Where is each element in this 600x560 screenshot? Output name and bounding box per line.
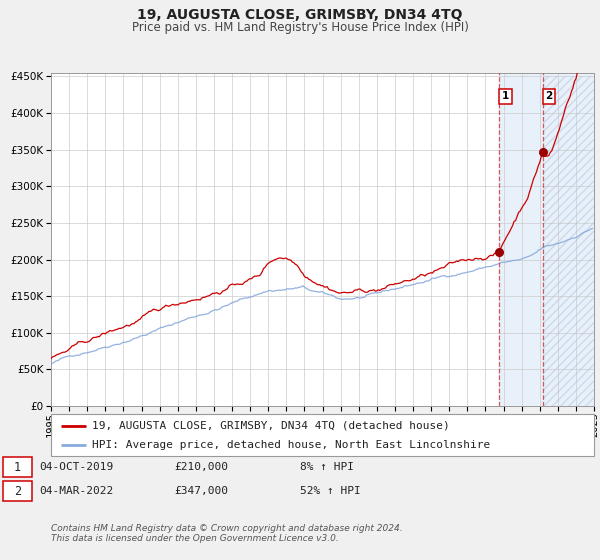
Text: Price paid vs. HM Land Registry's House Price Index (HPI): Price paid vs. HM Land Registry's House …	[131, 21, 469, 34]
Text: £210,000: £210,000	[174, 462, 228, 472]
Text: 2: 2	[14, 484, 21, 498]
Text: 52% ↑ HPI: 52% ↑ HPI	[300, 486, 361, 496]
Text: Contains HM Land Registry data © Crown copyright and database right 2024.: Contains HM Land Registry data © Crown c…	[51, 524, 403, 533]
Text: This data is licensed under the Open Government Licence v3.0.: This data is licensed under the Open Gov…	[51, 534, 339, 543]
Text: 1: 1	[502, 91, 509, 101]
FancyBboxPatch shape	[51, 414, 594, 456]
Text: 2: 2	[545, 91, 553, 101]
Text: £347,000: £347,000	[174, 486, 228, 496]
Bar	[499, 73, 600, 406]
Text: 1: 1	[14, 460, 21, 474]
Text: 19, AUGUSTA CLOSE, GRIMSBY, DN34 4TQ (detached house): 19, AUGUSTA CLOSE, GRIMSBY, DN34 4TQ (de…	[92, 421, 449, 431]
Text: 04-OCT-2019: 04-OCT-2019	[39, 462, 113, 472]
Text: 04-MAR-2022: 04-MAR-2022	[39, 486, 113, 496]
Text: HPI: Average price, detached house, North East Lincolnshire: HPI: Average price, detached house, Nort…	[92, 440, 490, 450]
Bar	[543, 77, 600, 406]
Text: 19, AUGUSTA CLOSE, GRIMSBY, DN34 4TQ: 19, AUGUSTA CLOSE, GRIMSBY, DN34 4TQ	[137, 8, 463, 22]
Text: 8% ↑ HPI: 8% ↑ HPI	[300, 462, 354, 472]
